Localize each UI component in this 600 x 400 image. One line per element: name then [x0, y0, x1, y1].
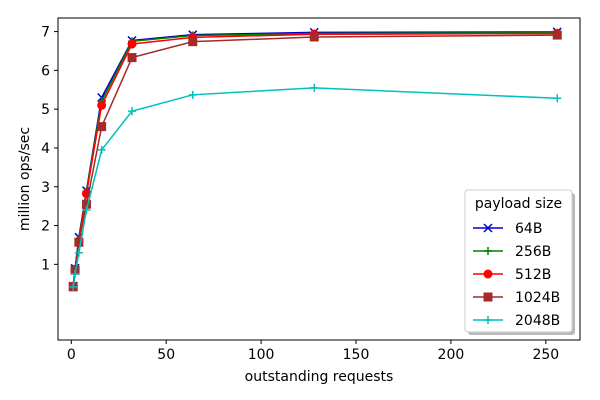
x-tick-label: 100	[248, 347, 275, 363]
data-point	[484, 247, 492, 255]
plot-frame	[57, 17, 581, 341]
y-tick-label: 5	[41, 102, 50, 118]
y-tick-label: 7	[41, 25, 50, 41]
legend-item-256B: 256B	[473, 244, 551, 260]
y-tick-label: 6	[41, 63, 50, 79]
x-axis-label: outstanding requests	[245, 369, 394, 385]
legend-item-2048B: 2048B	[473, 313, 560, 329]
data-point	[97, 145, 106, 154]
data-point	[97, 122, 107, 132]
legend-label: 512B	[515, 267, 551, 283]
legend-label: 1024B	[515, 290, 560, 306]
x-tick-label: 150	[343, 347, 370, 363]
data-point	[552, 30, 562, 40]
data-point	[69, 282, 78, 291]
data-point	[74, 248, 83, 257]
legend-item-1024B: 1024B	[473, 290, 560, 306]
data-point	[483, 292, 493, 302]
data-point	[484, 316, 492, 324]
x-tick-label: 250	[532, 347, 559, 363]
legend-item-512B: 512B	[473, 267, 551, 283]
x-tick-label: 200	[438, 347, 465, 363]
y-tick-label: 2	[41, 219, 50, 235]
series-2048B	[69, 83, 562, 291]
y-tick-label: 1	[41, 257, 50, 273]
legend-label: 2048B	[515, 313, 560, 329]
data-point	[71, 270, 80, 279]
legend-title: payload size	[475, 196, 562, 212]
data-point	[483, 269, 493, 279]
y-axis-ticks: 1 2 3 4 5 6 7	[41, 25, 58, 273]
data-point	[483, 223, 493, 233]
data-point	[74, 237, 84, 247]
legend: payload size 64B 256B 512B 1024B 2048B	[464, 189, 575, 335]
data-point	[188, 37, 198, 47]
y-axis-label: million ops/sec	[17, 127, 33, 231]
y-tick-label: 4	[41, 141, 50, 157]
data-point	[82, 206, 91, 215]
legend-label: 64B	[515, 221, 542, 237]
x-tick-label: 50	[157, 347, 175, 363]
x-tick-label: 0	[67, 347, 76, 363]
legend-items: 64B 256B 512B 1024B 2048B	[473, 221, 560, 329]
data-point	[309, 32, 319, 42]
legend-label: 256B	[515, 244, 551, 260]
data-point	[127, 39, 137, 49]
data-point	[97, 100, 107, 110]
data-point	[128, 107, 137, 116]
y-tick-label: 3	[41, 180, 50, 196]
plot-area	[68, 27, 562, 292]
data-point	[127, 53, 137, 63]
data-point	[553, 94, 562, 103]
data-point	[310, 83, 319, 92]
data-point	[188, 90, 197, 99]
x-axis-ticks: 0 50 100 150 200 250	[67, 340, 559, 363]
legend-item-64B: 64B	[473, 221, 542, 237]
